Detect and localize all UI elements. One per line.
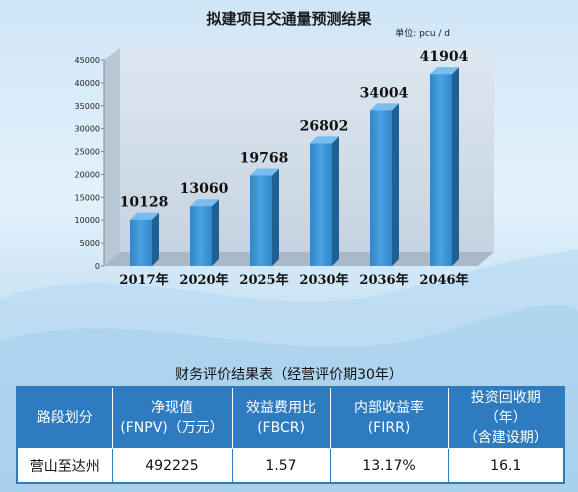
y-tick-label: 0 — [95, 262, 100, 271]
bar-value-label: 26802 — [300, 118, 349, 134]
bar-front — [430, 74, 452, 267]
x-tick-label: 2046年 — [419, 272, 468, 288]
y-tick-label: 45000 — [75, 56, 100, 65]
bar-top — [250, 168, 279, 176]
x-tick-label: 2020年 — [179, 272, 228, 288]
bar-top — [130, 212, 159, 220]
table-title: 财务评价结果表（经营评价期30年） — [175, 367, 403, 383]
bar-top — [190, 199, 219, 207]
bar-side — [392, 103, 399, 266]
header-road-section: 路段划分 — [16, 386, 113, 449]
bar-value-label: 13060 — [180, 181, 229, 197]
cell-payback: 16.1 — [447, 448, 565, 484]
x-tick-label: 2030年 — [299, 272, 348, 288]
bar-side — [332, 136, 339, 266]
bar-front — [370, 110, 392, 266]
y-tick-label: 20000 — [75, 170, 100, 179]
bar-value-label: 19768 — [240, 151, 289, 167]
bar-side — [272, 168, 279, 266]
bar-2030年 — [310, 136, 339, 266]
table-row: 营山至达州 492225 1.57 13.17% 16.1 — [16, 448, 565, 484]
x-tick-label: 2036年 — [359, 272, 408, 288]
y-tick-label: 40000 — [75, 79, 100, 88]
bar-front — [310, 143, 332, 266]
bar-2036年 — [370, 103, 399, 266]
x-tick-label: 2017年 — [119, 272, 168, 288]
cell-fbcr: 1.57 — [231, 448, 331, 484]
financial-evaluation-table: 路段划分 净现值 (FNPV)（万元） 效益费用比 (FBCR) 内部收益率 (FIR… — [16, 386, 565, 484]
cell-road-section: 营山至达州 — [16, 448, 113, 484]
bar-2017年 — [130, 212, 159, 266]
bar-value-label: 10128 — [120, 195, 169, 211]
header-fbcr: 效益费用比 (FBCR) — [231, 386, 331, 449]
cell-fnpv: 492225 — [111, 448, 233, 484]
bar-value-label: 34004 — [360, 85, 409, 101]
bar-2046年 — [430, 67, 459, 267]
bar-front — [250, 175, 272, 266]
bar-side — [212, 199, 219, 266]
table-header-row: 路段划分 净现值 (FNPV)（万元） 效益费用比 (FBCR) 内部收益率 (FIR… — [16, 386, 565, 449]
cell-firr: 13.17% — [329, 448, 449, 484]
y-tick-label: 10000 — [75, 216, 100, 225]
x-tick-label: 2025年 — [239, 272, 288, 288]
bar-front — [190, 206, 212, 266]
bar-top — [370, 103, 399, 111]
bar-top — [310, 136, 339, 144]
header-firr: 内部收益率 (FIRR) — [329, 386, 449, 449]
bar-value-label: 41904 — [420, 49, 469, 65]
bar-2020年 — [190, 199, 219, 266]
bar-2025年 — [250, 168, 279, 266]
header-fnpv: 净现值 (FNPV)（万元） — [111, 386, 233, 449]
y-tick-label: 25000 — [75, 148, 100, 157]
plot-side-wall — [104, 48, 120, 266]
y-tick-label: 15000 — [75, 193, 100, 202]
bar-side — [152, 212, 159, 266]
chart-title: 拟建项目交通量预测结果 — [206, 10, 372, 28]
bar-top — [430, 67, 459, 75]
bar-front — [130, 219, 152, 266]
y-tick-label: 5000 — [80, 239, 100, 248]
y-tick-label: 30000 — [75, 125, 100, 134]
header-payback: 投资回收期（年） （含建设期） — [447, 386, 565, 449]
bar-side — [452, 67, 459, 267]
y-tick-label: 35000 — [75, 102, 100, 111]
bar-chart: 0 5000 10000 15000 20000 25000 30000 35000 40000… — [75, 48, 494, 288]
unit-label: 单位: pcu / d — [395, 29, 450, 39]
